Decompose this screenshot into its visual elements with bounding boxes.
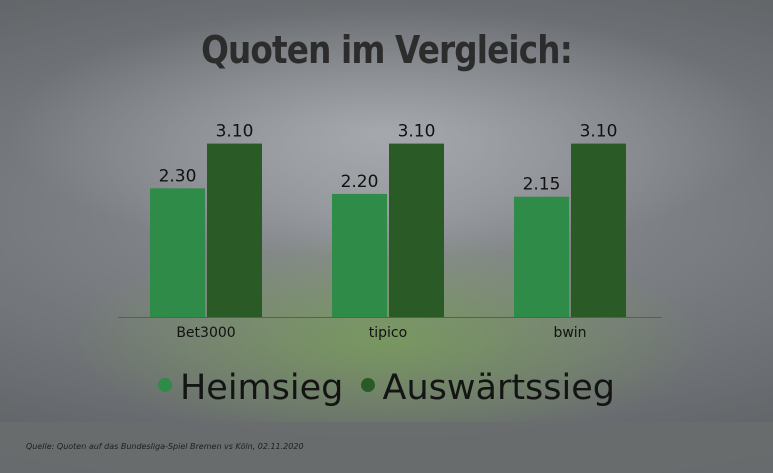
legend-swatch-heimsieg: [157, 378, 172, 392]
bar-auswaertssieg-tipico: [389, 143, 444, 317]
legend-swatch-auswaertssieg: [360, 378, 375, 392]
data-label: 3.10: [398, 122, 436, 142]
data-label: 2.30: [159, 166, 197, 186]
chart-title: Quoten im Vergleich:: [201, 28, 573, 72]
x-tick-label: tipico: [369, 325, 407, 341]
legend-label-auswaertssieg: Auswärtssieg: [382, 368, 616, 408]
data-label: 3.10: [216, 122, 254, 142]
legend-item-heimsieg: Heimsieg: [157, 368, 344, 408]
bar-heimsieg-bet3000: [150, 188, 205, 317]
legend-item-auswaertssieg: Auswärtssieg: [360, 368, 616, 408]
legend-label-heimsieg: Heimsieg: [179, 368, 344, 408]
data-label: 3.10: [580, 122, 618, 142]
legend: Heimsieg Auswärtssieg: [0, 368, 773, 408]
bar-heimsieg-tipico: [332, 193, 387, 317]
bar-auswaertssieg-bwin: [571, 143, 626, 317]
data-label: 2.15: [523, 175, 561, 195]
bar-heimsieg-bwin: [514, 196, 569, 317]
source-note: Quelle: Quoten auf das Bundesliga-Spiel …: [26, 442, 304, 451]
source-bar: [0, 422, 773, 473]
x-tick-label: Bet3000: [176, 325, 235, 341]
x-tick-label: bwin: [553, 325, 586, 341]
bar-auswaertssieg-bet3000: [207, 143, 262, 317]
data-label: 2.20: [341, 172, 379, 192]
